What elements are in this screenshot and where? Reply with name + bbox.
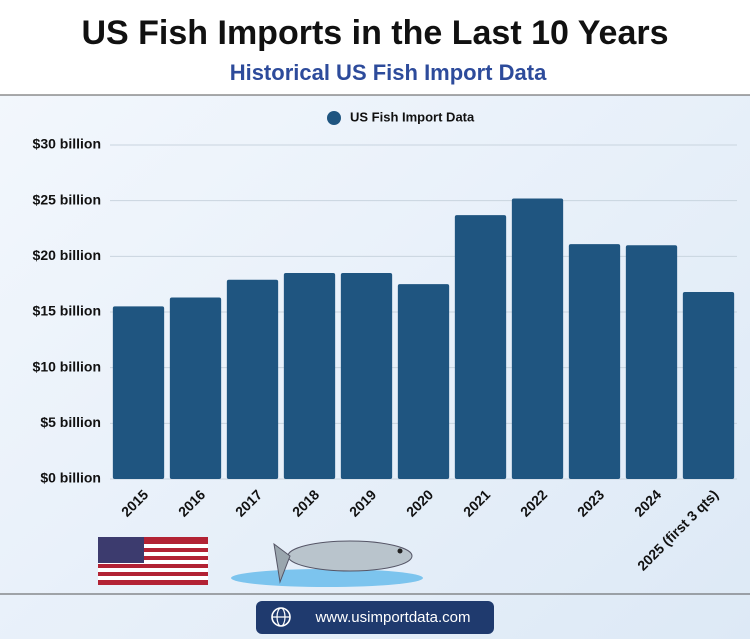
bar (568, 244, 621, 479)
chart-title: US Fish Imports in the Last 10 Years (81, 14, 668, 52)
footer-url[interactable]: www.usimportdata.com (314, 609, 470, 626)
y-tick-label: $15 billion (33, 303, 101, 319)
footer-pill[interactable] (256, 601, 494, 634)
bar (454, 215, 507, 479)
y-tick-label: $25 billion (33, 191, 101, 207)
y-tick-label: $10 billion (33, 358, 101, 374)
y-tick-label: $30 billion (33, 136, 101, 152)
bar (625, 245, 678, 479)
fish-illustration (231, 540, 423, 587)
y-tick-label: $5 billion (40, 414, 101, 430)
legend-label: US Fish Import Data (350, 109, 475, 124)
bar (283, 273, 336, 479)
header-bg (0, 0, 750, 95)
bar (340, 273, 393, 479)
bar (169, 297, 222, 479)
chart-subtitle: Historical US Fish Import Data (230, 60, 547, 85)
legend-marker (327, 111, 341, 125)
y-tick-label: $20 billion (33, 247, 101, 263)
bar (226, 279, 279, 479)
y-tick-label: $0 billion (40, 470, 101, 486)
flag (98, 537, 208, 585)
bar (397, 284, 450, 479)
bar (511, 198, 564, 479)
bar (682, 291, 735, 479)
bar (112, 306, 165, 479)
